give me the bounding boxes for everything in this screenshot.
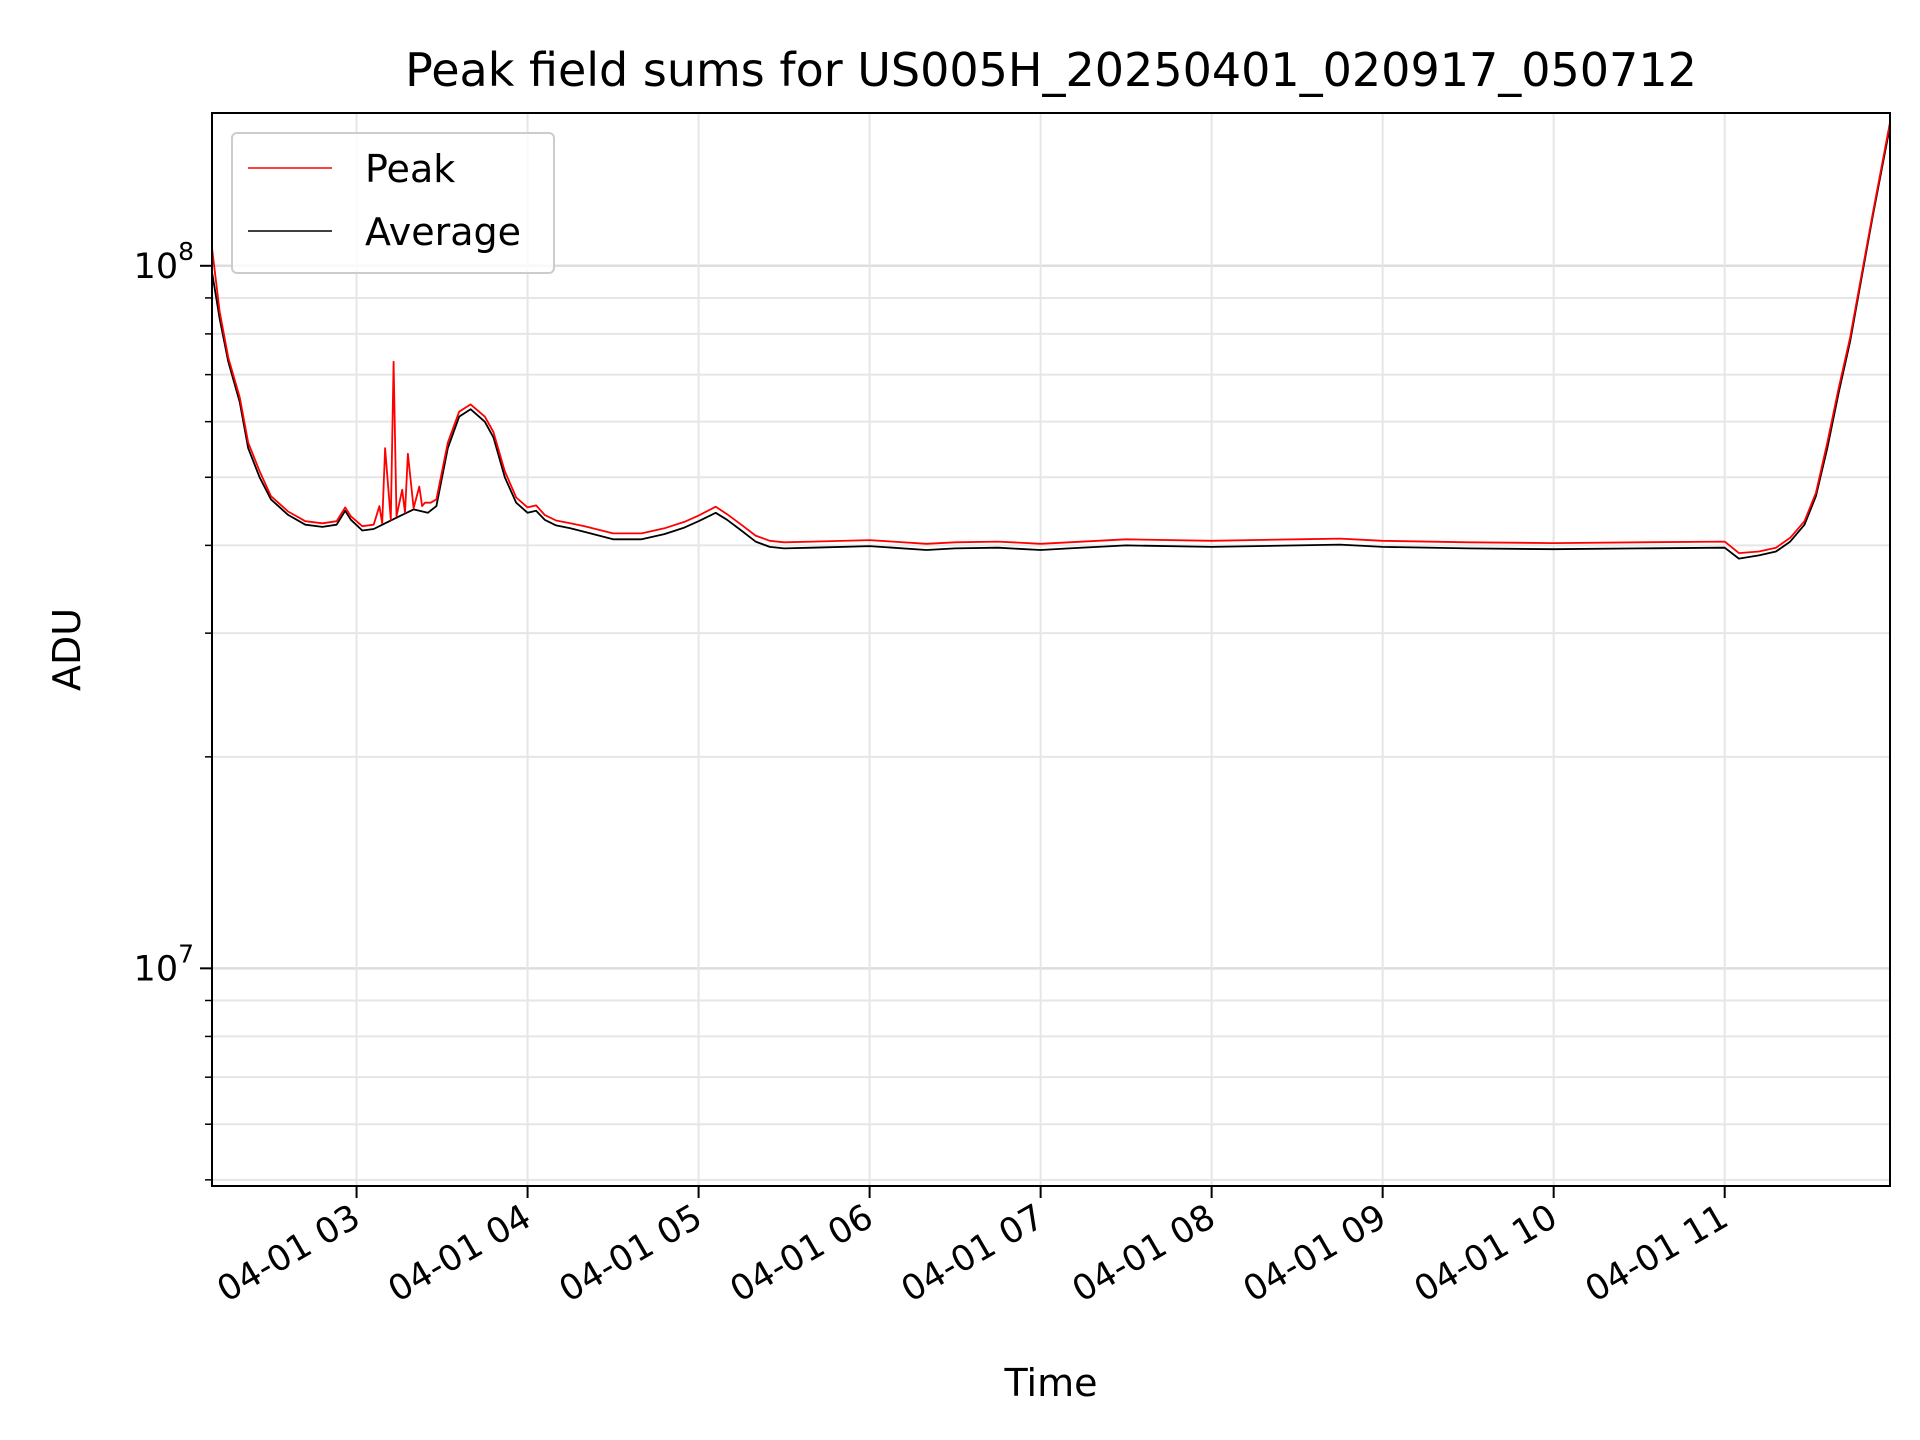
chart-title: Peak field sums for US005H_20250401_0209…	[405, 43, 1697, 97]
grid	[212, 113, 1890, 1186]
y-tick-label: 107	[134, 939, 194, 989]
legend-entry-peak: Peak	[365, 147, 455, 191]
series-line-peak	[211, 122, 1891, 554]
y-tick-label: 108	[134, 237, 194, 287]
plot-area	[211, 122, 1891, 560]
y-tick-label-base: 10	[134, 949, 179, 989]
y-axis-label: ADU	[45, 608, 89, 691]
x-axis-label: Time	[1004, 1361, 1098, 1405]
y-tick-label-base: 10	[134, 247, 179, 287]
y-tick-label-exponent: 7	[178, 939, 194, 968]
y-tick-label-exponent: 8	[178, 237, 194, 266]
legend-entry-average: Average	[365, 210, 521, 254]
series-line-average	[211, 126, 1891, 560]
legend: Peak Average	[231, 132, 555, 274]
plot-frame	[211, 112, 1891, 1187]
